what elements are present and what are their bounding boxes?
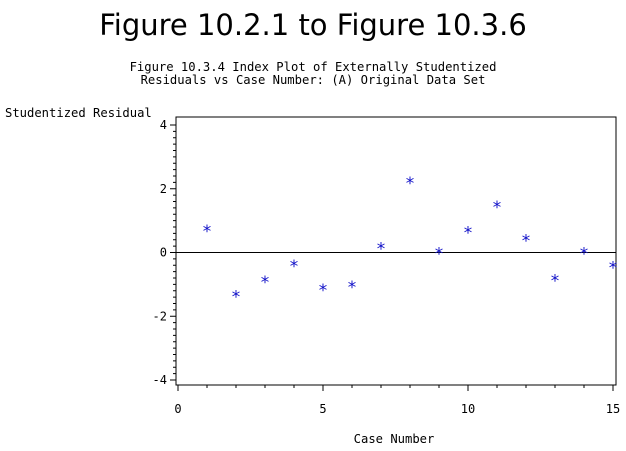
x-tick-label: 5 <box>319 402 326 416</box>
data-point: * <box>405 174 415 194</box>
y-axis: -4 -2 0 2 4 <box>153 118 176 387</box>
data-point: * <box>260 273 270 293</box>
y-axis-label: Studentized Residual <box>5 106 152 120</box>
data-point: * <box>376 240 386 260</box>
x-tick-label: 0 <box>174 402 181 416</box>
data-point: * <box>231 287 241 307</box>
data-point: * <box>463 224 473 244</box>
x-axis-label: Case Number <box>354 432 435 446</box>
y-tick-label: 4 <box>160 118 167 132</box>
data-points: * * * * * * * * * * * * * * * <box>202 174 618 307</box>
data-point: * <box>550 271 560 291</box>
data-point: * <box>318 281 328 301</box>
plot-frame <box>175 116 617 386</box>
data-point: * <box>608 259 618 279</box>
data-point: * <box>579 244 589 264</box>
chart-title: Figure 10.3.4 Index Plot of Externally S… <box>130 60 497 74</box>
y-tick-label: -2 <box>153 309 167 323</box>
data-point: * <box>521 232 531 252</box>
data-point: * <box>434 244 444 264</box>
plot-area: -4 -2 0 2 4 0 5 10 15 * * * * * * * * * * * * * * * <box>153 116 620 416</box>
y-tick-label: 0 <box>160 246 167 260</box>
x-tick-label: 10 <box>461 402 475 416</box>
data-point: * <box>289 257 299 277</box>
y-tick-label: 2 <box>160 182 167 196</box>
data-point: * <box>347 278 357 298</box>
y-tick-label: -4 <box>153 373 167 387</box>
x-tick-label: 15 <box>606 402 620 416</box>
page-title: Figure 10.2.1 to Figure 10.3.6 <box>99 8 527 42</box>
data-point: * <box>202 222 212 242</box>
x-axis: 0 5 10 15 <box>174 385 620 416</box>
chart-subtitle: Residuals vs Case Number: (A) Original D… <box>141 73 486 87</box>
data-point: * <box>492 198 502 218</box>
